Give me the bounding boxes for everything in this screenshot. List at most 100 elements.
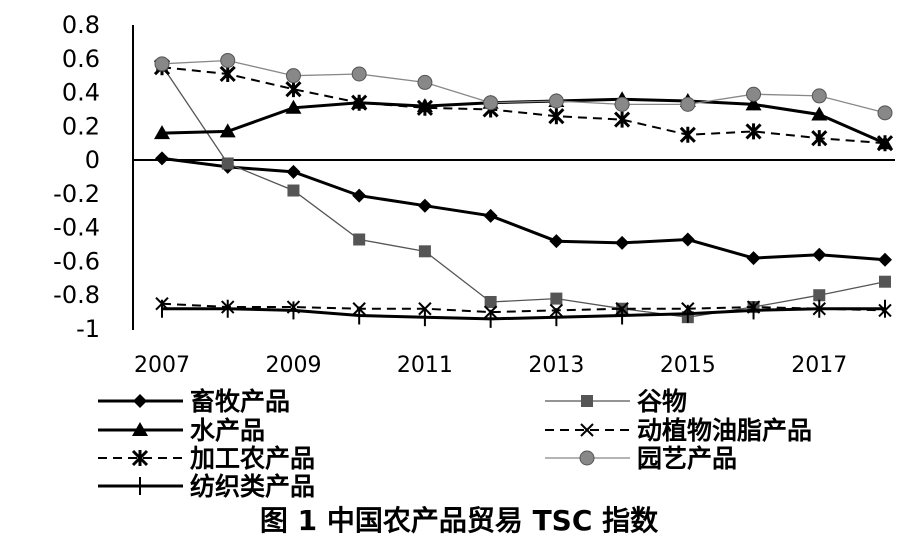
legend-marker [581, 395, 593, 407]
data-point [877, 105, 893, 121]
legend-label: 动植物油脂产品 [637, 416, 812, 445]
data-point [418, 245, 431, 258]
legend-item: 畜牧产品 [98, 387, 290, 416]
legend-item: 水产品 [98, 416, 265, 445]
data-point [879, 275, 891, 288]
legend-item: 园艺产品 [545, 444, 737, 473]
data-point [416, 99, 433, 116]
series-layer [153, 52, 894, 328]
legend-label: 畜牧产品 [190, 387, 290, 416]
series-5 [153, 59, 894, 152]
data-point [483, 95, 499, 111]
legend-label: 园艺产品 [637, 444, 737, 473]
data-point [287, 184, 300, 197]
legend-marker [580, 423, 594, 437]
series-7 [161, 299, 886, 328]
data-point [876, 135, 894, 152]
y-tick-label: 0.4 [62, 79, 100, 107]
data-point [614, 111, 631, 128]
legend-marker [579, 450, 595, 466]
data-point [286, 164, 301, 179]
data-point [614, 96, 630, 112]
legend-label: 加工农产品 [189, 444, 315, 473]
series-line [161, 66, 886, 145]
x-tick-label: 2009 [265, 353, 321, 378]
x-tick-label: 2013 [528, 353, 584, 378]
series-line [161, 156, 886, 262]
x-tick-label: 2011 [397, 353, 453, 378]
y-tick-label: 0.8 [62, 11, 100, 39]
data-point [746, 86, 762, 102]
data-point [351, 66, 367, 82]
y-tick-label: 0.6 [62, 45, 100, 73]
data-point [811, 88, 827, 104]
series-line [161, 65, 886, 318]
data-point [154, 125, 170, 140]
data-point [353, 233, 366, 246]
series-1 [155, 151, 892, 267]
data-point [811, 106, 828, 121]
legend-marker [131, 449, 149, 467]
data-point [484, 295, 497, 308]
data-point [154, 56, 170, 72]
y-tick-label: -0.2 [53, 180, 100, 208]
y-tick-label: -0.8 [53, 281, 100, 309]
data-point [548, 93, 564, 109]
data-point [417, 74, 433, 90]
data-point [417, 198, 432, 213]
y-tick-label: 0 [85, 146, 100, 174]
legend-item: 动植物油脂产品 [545, 416, 812, 445]
y-tick-label: -0.4 [53, 214, 100, 242]
data-point [550, 292, 563, 305]
series-line [161, 302, 886, 314]
data-point [745, 123, 762, 140]
data-point [483, 208, 498, 223]
data-point [680, 232, 695, 247]
data-point [219, 65, 236, 83]
y-axis-tick-labels: 0.8 0.6 0.4 0.2 0 -0.2 -0.4 -0.6 -0.8 -1 [53, 11, 100, 343]
data-point [221, 157, 234, 170]
y-tick-label: 0.2 [62, 112, 100, 140]
series-2 [156, 59, 891, 324]
data-point [615, 235, 630, 250]
data-point [220, 52, 236, 68]
legend-item: 谷物 [545, 387, 687, 416]
data-point [285, 81, 302, 98]
figure-caption: 图 1 中国农产品贸易 TSC 指数 [260, 504, 659, 537]
data-point [746, 251, 761, 266]
legend-marker [132, 422, 148, 436]
data-point [812, 247, 827, 262]
data-point [813, 289, 826, 302]
data-point [155, 151, 169, 166]
data-point [351, 94, 368, 111]
series-line [162, 307, 885, 321]
data-point [219, 123, 236, 138]
legend-marker [133, 394, 147, 408]
data-point [878, 252, 892, 267]
x-tick-label: 2017 [791, 353, 847, 378]
legend-item: 纺织类产品 [98, 472, 315, 501]
data-point [285, 99, 302, 114]
legend-label: 水产品 [190, 416, 265, 445]
legend-label: 谷物 [637, 387, 687, 416]
series-3 [154, 91, 893, 150]
legend-label: 纺织类产品 [190, 472, 315, 501]
x-axis-tick-labels: 2007 2009 2011 2013 2015 2017 [134, 353, 847, 378]
data-point [548, 108, 565, 125]
x-tick-label: 2007 [134, 353, 190, 378]
data-point [680, 96, 696, 112]
data-point [285, 68, 301, 84]
data-point [679, 126, 696, 143]
x-tick-label: 2015 [660, 353, 716, 378]
legend-item: 加工农产品 [98, 444, 315, 473]
series-line [161, 59, 886, 114]
series-line [161, 97, 886, 145]
data-point [352, 188, 367, 203]
data-point [745, 96, 762, 111]
y-tick-label: -1 [76, 315, 100, 343]
data-point [549, 234, 564, 249]
y-tick-label: -0.6 [53, 247, 100, 275]
data-point [811, 130, 828, 147]
